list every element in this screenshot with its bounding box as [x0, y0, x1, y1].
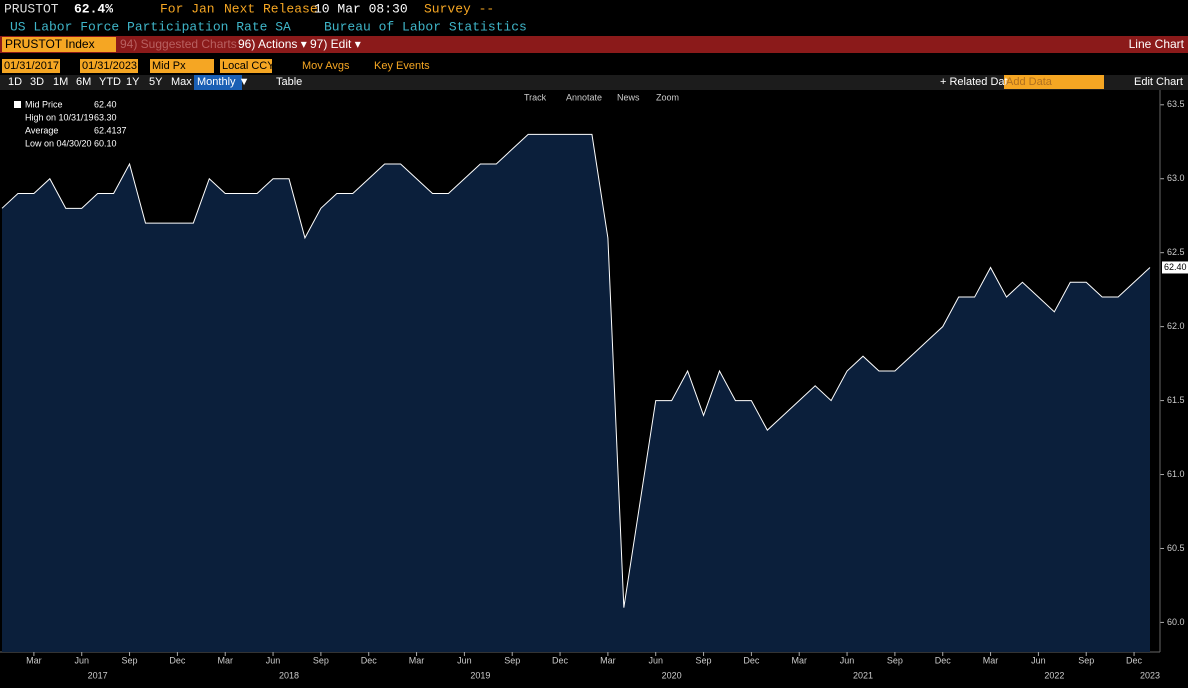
legend-label: High on 10/31/19	[25, 112, 94, 122]
survey: Survey --	[424, 1, 494, 16]
y-tick-label: 62.5	[1167, 247, 1185, 257]
legend-label: Average	[25, 125, 58, 135]
for: For Jan	[160, 1, 215, 16]
x-tick-label: Jun	[840, 655, 855, 665]
security-box[interactable]	[2, 37, 116, 52]
menu-bar	[0, 36, 1188, 53]
y-tick-label: 62.0	[1167, 321, 1185, 331]
x-tick-label: Sep	[504, 655, 520, 665]
x-tick-label: Jun	[648, 655, 663, 665]
x-tick-label: Dec	[1126, 655, 1143, 665]
legend-label: Mid Price	[25, 99, 63, 109]
legend-swatch	[14, 101, 21, 108]
start-box[interactable]	[2, 59, 60, 73]
next-release: Next Release	[224, 1, 318, 16]
x-tick-label: Dec	[552, 655, 569, 665]
x-tick-label: Mar	[409, 655, 425, 665]
key-events[interactable]: Key Events	[374, 60, 430, 72]
x-year-label: 2021	[853, 670, 873, 680]
release-date: 10 Mar 08:30	[314, 1, 408, 16]
plot-tool[interactable]: Annotate	[566, 92, 602, 102]
related[interactable]: + Related Dat	[940, 76, 1008, 88]
field[interactable]: Mid Px	[152, 60, 186, 72]
x-tick-label: Sep	[122, 655, 138, 665]
x-tick-label: Dec	[361, 655, 378, 665]
x-year-label: 2020	[662, 670, 682, 680]
period-button[interactable]: Max	[171, 76, 192, 88]
legend-label: Low on 04/30/20	[25, 138, 92, 148]
actions[interactable]: 96) Actions ▾	[238, 37, 307, 51]
add-data[interactable]: Add Data	[1006, 76, 1053, 88]
x-tick-label: Dec	[169, 655, 186, 665]
chart-kind: Line Chart	[1129, 37, 1185, 51]
x-tick-label: Dec	[743, 655, 760, 665]
x-tick-label: Sep	[313, 655, 329, 665]
x-tick-label: Mar	[26, 655, 42, 665]
toolbar	[0, 75, 1188, 90]
currency[interactable]: Local CCY	[222, 60, 275, 72]
y-tick-label: 61.0	[1167, 469, 1185, 479]
x-tick-label: Jun	[74, 655, 89, 665]
x-tick-label: Mar	[791, 655, 807, 665]
add-data-box[interactable]	[1004, 75, 1104, 89]
frequency-box[interactable]	[194, 75, 242, 90]
last-value-tag	[1162, 261, 1188, 274]
x-year-label: 2023	[1140, 670, 1160, 680]
legend-value: 63.30	[94, 112, 117, 122]
security[interactable]: PRUSTOT Index	[5, 37, 95, 51]
currency-box[interactable]	[220, 59, 272, 73]
table[interactable]: Table	[276, 76, 302, 88]
x-tick-label: Sep	[696, 655, 712, 665]
x-year-label: 2022	[1044, 670, 1064, 680]
field-box[interactable]	[150, 59, 214, 73]
ticker: PRUSTOT	[4, 1, 59, 16]
legend-value: 62.4137	[94, 125, 127, 135]
edit[interactable]: 97) Edit ▾	[310, 37, 361, 51]
y-tick-label: 63.5	[1167, 99, 1185, 109]
start-date[interactable]: 01/31/2017	[4, 60, 59, 72]
legend-value: 60.10	[94, 138, 117, 148]
x-tick-label: Jun	[457, 655, 472, 665]
frequency[interactable]: Monthly ▼	[197, 76, 249, 88]
y-tick-label: 61.5	[1167, 395, 1185, 405]
x-year-label: 2018	[279, 670, 299, 680]
period-button[interactable]: 1Y	[126, 76, 140, 88]
end-box[interactable]	[80, 59, 138, 73]
area	[2, 134, 1150, 653]
y-tick-label: 60.5	[1167, 543, 1185, 553]
period-button[interactable]: 6M	[76, 76, 91, 88]
edit-chart[interactable]: Edit Chart	[1134, 76, 1183, 88]
mov-avgs[interactable]: Mov Avgs	[302, 60, 350, 72]
x-tick-label: Mar	[600, 655, 616, 665]
x-year-label: 2017	[88, 670, 108, 680]
legend-value: 62.40	[94, 99, 117, 109]
description: US Labor Force Participation Rate SA	[10, 19, 291, 34]
y-tick-label: 60.0	[1167, 617, 1185, 627]
period-button[interactable]: 5Y	[149, 76, 163, 88]
period-button[interactable]: 1M	[53, 76, 68, 88]
end-date[interactable]: 01/31/2023	[82, 60, 137, 72]
plot-tool[interactable]: Zoom	[656, 92, 679, 102]
x-tick-label: Sep	[1078, 655, 1094, 665]
x-tick-label: Jun	[266, 655, 281, 665]
line	[1, 133, 1151, 608]
y-tick-label: 63.0	[1167, 173, 1185, 183]
source: Bureau of Labor Statistics	[324, 19, 527, 34]
x-tick-label: Sep	[887, 655, 903, 665]
last: 62.4%	[74, 1, 113, 16]
x-tick-label: Dec	[935, 655, 952, 665]
plot-tool[interactable]: News	[617, 92, 640, 102]
period-button[interactable]: 3D	[30, 76, 44, 88]
plot-tool[interactable]: Track	[524, 92, 547, 102]
suggested[interactable]: 94) Suggested Charts	[120, 37, 237, 51]
x-tick-label: Jun	[1031, 655, 1046, 665]
x-year-label: 2019	[470, 670, 490, 680]
x-tick-label: Mar	[217, 655, 233, 665]
period-button[interactable]: YTD	[99, 76, 121, 88]
x-tick-label: Mar	[983, 655, 999, 665]
last-value-label: 62.40	[1164, 262, 1187, 272]
period-button[interactable]: 1D	[8, 76, 22, 88]
